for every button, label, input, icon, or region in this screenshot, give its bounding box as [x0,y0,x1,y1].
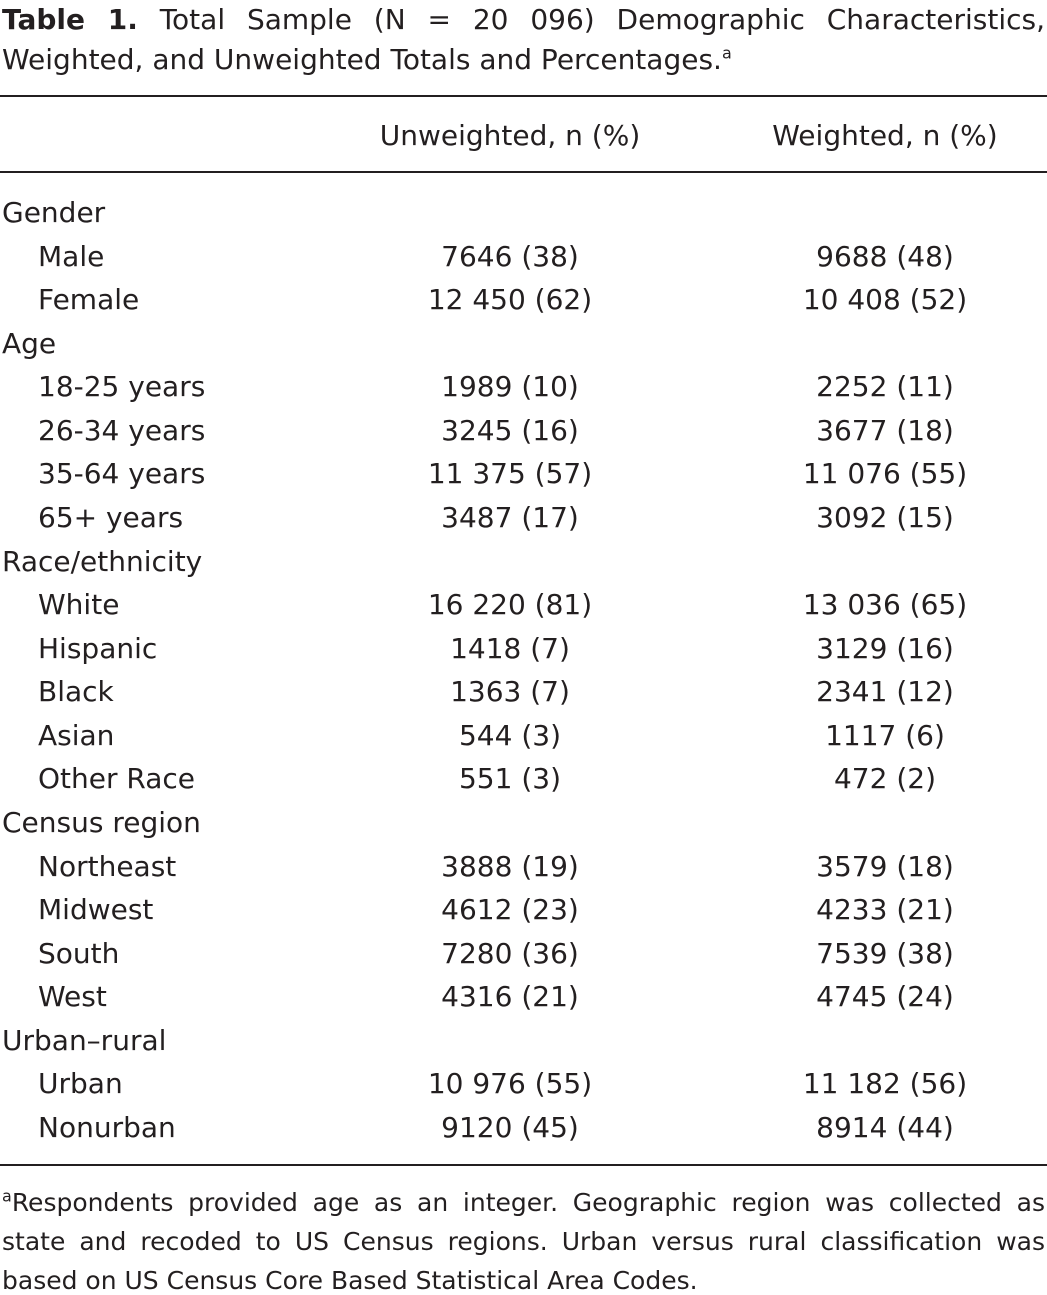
unweighted-cell: 3888 (19) [441,849,579,883]
group-label: Urban–rural [2,1023,167,1057]
weighted-cell: 3092 (15) [816,500,954,534]
footnote-marker: a [2,1186,12,1206]
group-label: Gender [2,196,106,229]
unweighted-cell: 11 375 (57) [427,457,593,491]
weighted-cell: 1117 (6) [825,718,945,752]
weighted-cell: 4233 (21) [816,893,954,927]
unweighted-cell: 551 (3) [458,762,561,796]
footnote: aRespondents provided age as an integer.… [2,1183,1045,1295]
unweighted-cell: 4316 (21) [441,980,579,1014]
row-label: 18-25 years [38,370,206,404]
title-text: Total Sample (N = 20 096) Demographic Ch… [2,3,1045,76]
unweighted-cell: 1418 (7) [450,631,570,665]
unweighted-cell: 7280 (36) [441,936,579,970]
weighted-cell: 13 036 (65) [802,588,968,622]
bottom-rule [0,1164,1047,1166]
group-label: Census region [2,805,201,839]
row-label: Male [38,239,105,273]
table-label: Table 1. [2,3,138,36]
row-label: Northeast [38,849,177,883]
column-header: Unweighted, n (%) [379,119,641,152]
row-label: Female [38,283,140,317]
weighted-cell: 2341 (12) [816,675,954,709]
row-label: White [38,588,120,622]
row-label: 35-64 years [38,457,206,491]
row-label: Hispanic [38,631,158,665]
weighted-cell: 9688 (48) [816,239,954,273]
row-label: West [38,980,107,1014]
weighted-cell: 3129 (16) [816,631,954,665]
row-label: Other Race [38,762,196,796]
unweighted-cell: 10 976 (55) [427,1067,593,1101]
unweighted-cell: 1989 (10) [441,370,579,404]
footnote-marker: a [721,43,732,63]
weighted-cell: 3677 (18) [816,413,954,447]
row-label: Black [38,675,114,709]
unweighted-cell: 4612 (23) [441,893,579,927]
column-header: Weighted, n (%) [772,119,998,152]
weighted-cell: 10 408 (52) [802,283,968,317]
unweighted-cell: 12 450 (62) [427,283,593,317]
header-rule [0,171,1047,173]
row-label: Asian [38,718,115,752]
weighted-cell: 4745 (24) [816,980,954,1014]
unweighted-cell: 544 (3) [458,718,561,752]
weighted-cell: 11 182 (56) [802,1067,968,1101]
unweighted-cell: 1363 (7) [450,675,570,709]
unweighted-cell: 9120 (45) [441,1110,579,1144]
row-label: Nonurban [38,1110,176,1144]
row-label: 26-34 years [38,413,206,447]
unweighted-cell: 3487 (17) [441,500,579,534]
group-label: Race/ethnicity [2,544,203,578]
row-label: Urban [38,1067,123,1101]
table-title: Table 1. Total Sample (N = 20 096) Demog… [2,0,1045,80]
unweighted-cell: 7646 (38) [441,239,579,273]
weighted-cell: 3579 (18) [816,849,954,883]
group-label: Age [2,326,57,360]
row-label: 65+ years [38,500,184,534]
footnote-text: Respondents provided age as an integer. … [2,1188,1045,1295]
weighted-cell: 11 076 (55) [802,457,968,491]
top-rule [0,95,1047,97]
row-label: South [38,936,120,970]
weighted-cell: 2252 (11) [816,370,954,404]
row-label: Midwest [38,893,154,927]
weighted-cell: 8914 (44) [816,1110,954,1144]
weighted-cell: 7539 (38) [816,936,954,970]
weighted-cell: 472 (2) [833,762,936,796]
unweighted-cell: 16 220 (81) [427,588,593,622]
unweighted-cell: 3245 (16) [441,413,579,447]
